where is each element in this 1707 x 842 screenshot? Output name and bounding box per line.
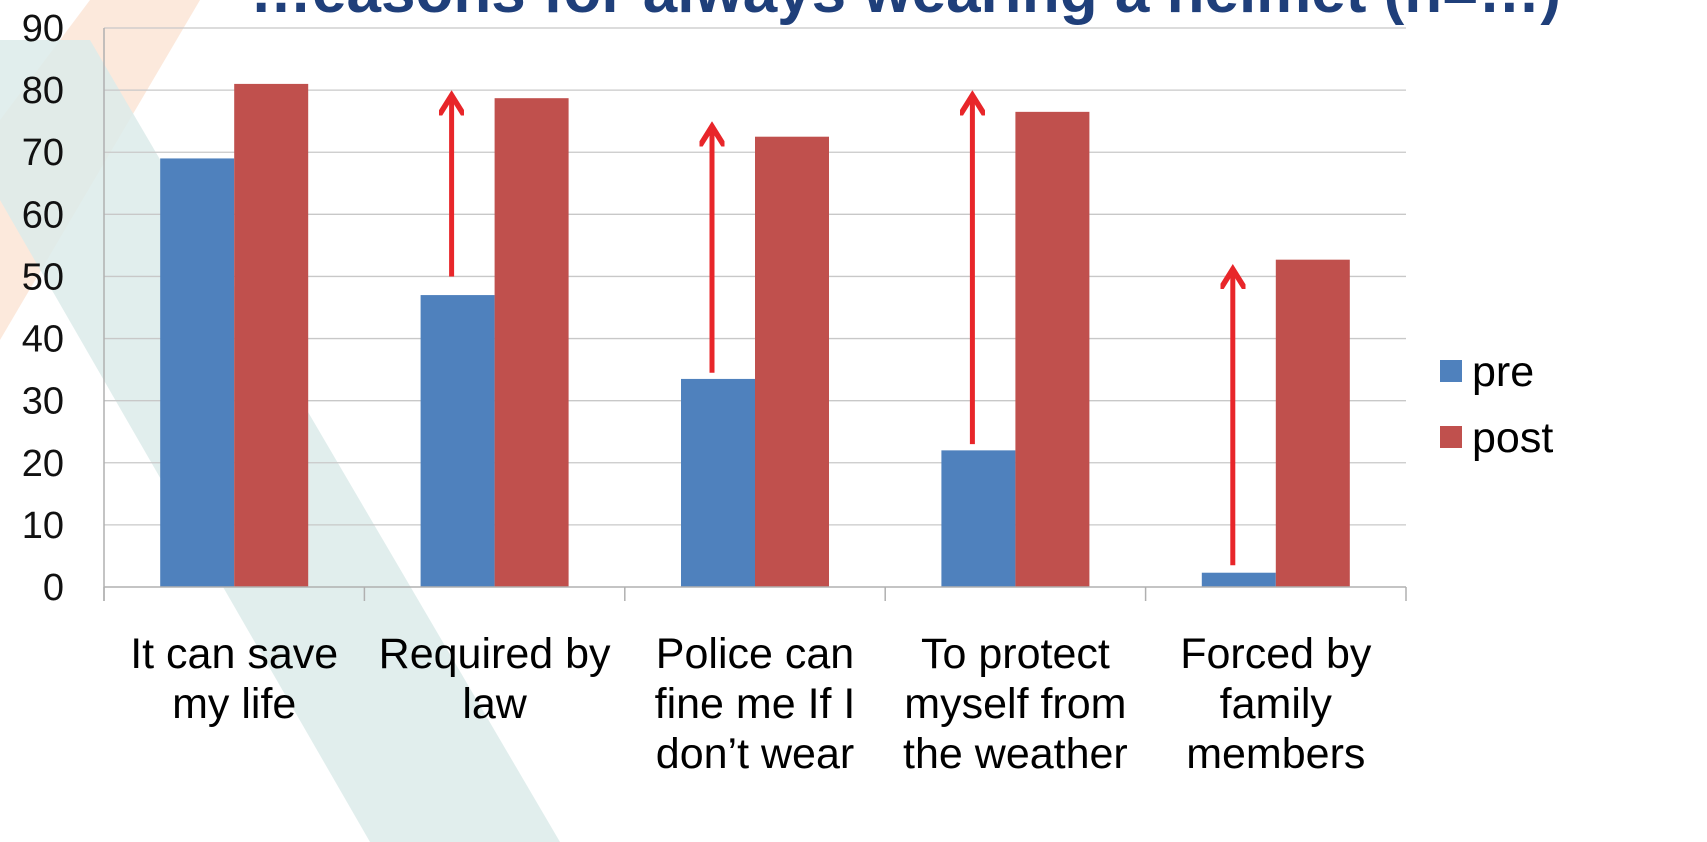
x-category-label: the weather: [903, 730, 1128, 778]
legend-label-post: post: [1472, 414, 1553, 462]
legend-swatch-post: [1440, 426, 1462, 448]
y-tick-label: 30: [22, 381, 64, 423]
x-category-label: Police can: [656, 630, 854, 678]
bar-pre: [1201, 572, 1276, 587]
y-tick-label: 90: [22, 8, 64, 50]
bar-post: [1275, 259, 1350, 587]
y-tick-label: 40: [22, 319, 64, 361]
x-category-label: my life: [172, 680, 296, 728]
bar-pre: [941, 450, 1016, 587]
y-tick-label: 60: [22, 194, 64, 236]
legend: pre post: [1440, 348, 1553, 462]
y-tick-label: 70: [22, 132, 64, 174]
annotation-arrows: [452, 100, 1233, 566]
legend-label-pre: pre: [1472, 348, 1534, 396]
bar-pre: [420, 295, 495, 587]
x-category-label: To protect: [921, 630, 1110, 678]
x-category-label: family: [1220, 680, 1333, 728]
legend-swatch-pre: [1440, 360, 1462, 382]
x-category-label: Required by: [379, 630, 611, 678]
y-tick-label: 0: [43, 567, 64, 609]
x-category-label: fine me If I: [655, 680, 856, 728]
bar-post: [755, 136, 829, 587]
bar-post: [234, 83, 309, 588]
bar-post: [494, 98, 569, 588]
x-category-label: myself from: [904, 680, 1126, 728]
y-tick-label: 10: [22, 505, 64, 547]
y-tick-label: 20: [22, 443, 64, 485]
x-category-label: law: [462, 680, 527, 728]
bars: [160, 83, 1350, 588]
x-category-label: Forced by: [1180, 630, 1372, 678]
x-category-label: It can save: [130, 630, 338, 678]
x-category-label: members: [1186, 730, 1365, 778]
y-tick-label: 50: [22, 256, 64, 298]
bar-pre: [160, 158, 235, 587]
bar-post: [1015, 111, 1090, 587]
y-tick-label: 80: [22, 70, 64, 112]
page-title: …easons for always wearing a helmet (n=……: [250, 0, 1561, 27]
bar-pre: [681, 378, 755, 587]
x-category-label: don’t wear: [656, 730, 854, 778]
